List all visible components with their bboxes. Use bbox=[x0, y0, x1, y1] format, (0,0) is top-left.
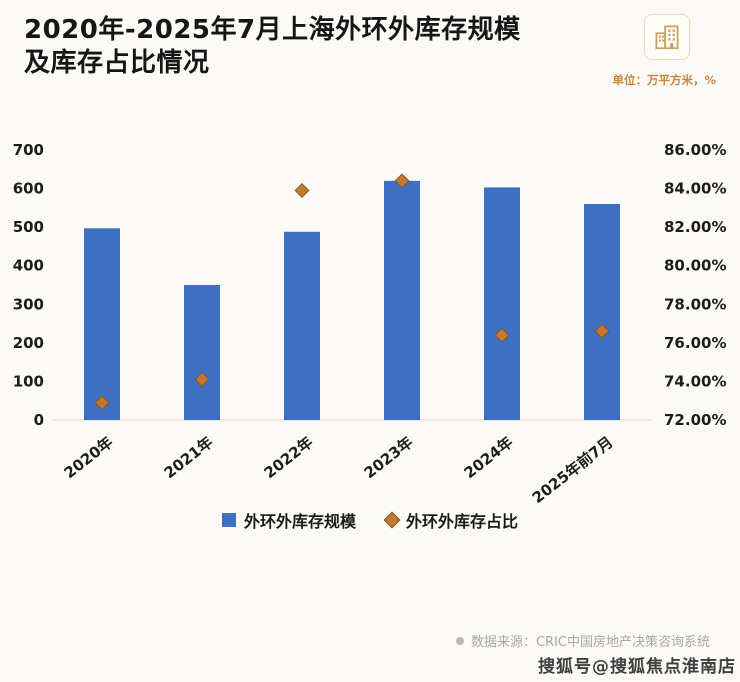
bar bbox=[584, 204, 620, 420]
ratio-marker bbox=[394, 173, 410, 189]
left-axis-tick: 300 bbox=[13, 295, 44, 313]
legend-label-inventory-ratio: 外环外库存占比 bbox=[406, 512, 519, 531]
legend-item-inventory-ratio: 外环外库存占比 bbox=[383, 508, 519, 532]
left-axis-tick: 400 bbox=[13, 257, 44, 275]
left-axis-tick: 700 bbox=[13, 141, 44, 159]
title-line-2: 及库存占比情况 bbox=[24, 47, 210, 78]
right-axis-tick: 76.00% bbox=[664, 334, 726, 352]
category-label: 2024年 bbox=[461, 433, 517, 482]
category-label: 2025年前7月 bbox=[529, 433, 617, 507]
ratio-marker bbox=[494, 327, 510, 343]
page-title: 2020年-2025年7月上海外环外库存规模 及库存占比情况 bbox=[24, 14, 521, 79]
legend-label-inventory-scale: 外环外库存规模 bbox=[243, 512, 356, 531]
bar bbox=[284, 231, 320, 420]
bar bbox=[84, 228, 120, 420]
category-label: 2021年 bbox=[161, 433, 217, 482]
data-source: 数据来源：CRIC中国房地产决策咨询系统 bbox=[455, 631, 710, 650]
building-icon bbox=[644, 14, 690, 60]
right-axis-tick: 84.00% bbox=[664, 180, 726, 198]
legend-item-inventory-scale: 外环外库存规模 bbox=[221, 508, 356, 532]
bar bbox=[384, 180, 420, 420]
ratio-marker bbox=[94, 395, 110, 411]
right-axis-tick: 74.00% bbox=[664, 372, 726, 390]
left-axis-tick: 500 bbox=[13, 218, 44, 236]
left-axis-tick: 0 bbox=[34, 411, 44, 429]
ratio-marker bbox=[294, 183, 310, 198]
unit-label: 单位：万平方米，% bbox=[612, 73, 716, 87]
legend-square-icon bbox=[221, 513, 236, 527]
left-axis-tick: 100 bbox=[13, 372, 44, 390]
header: 2020年-2025年7月上海外环外库存规模 及库存占比情况 bbox=[24, 14, 716, 88]
right-axis-tick: 78.00% bbox=[664, 295, 726, 313]
legend-diamond-icon bbox=[383, 511, 401, 529]
bar bbox=[484, 187, 520, 420]
building-icon-glyph bbox=[655, 25, 679, 50]
category-label: 2022年 bbox=[261, 433, 317, 482]
title-line-1: 2020年-2025年7月上海外环外库存规模 bbox=[24, 15, 521, 45]
watermark-text: 搜狐号@搜狐焦点淮南店 bbox=[538, 657, 736, 677]
left-axis-tick: 600 bbox=[13, 180, 44, 198]
source-text: 数据来源：CRIC中国房地产决策咨询系统 bbox=[470, 635, 710, 650]
bar bbox=[184, 285, 220, 420]
right-axis-tick: 86.00% bbox=[664, 141, 726, 159]
ratio-marker bbox=[194, 372, 210, 387]
right-axis-tick: 80.00% bbox=[664, 257, 726, 275]
right-axis-tick: 72.00% bbox=[664, 411, 726, 429]
chart-legend: 外环外库存规模 外环外库存占比 bbox=[0, 508, 740, 532]
category-label: 2023年 bbox=[361, 433, 417, 482]
category-label: 2020年 bbox=[61, 433, 117, 482]
chart-svg: 0 100 200 300 400 500 600 700 72.00% 74.00% 76.00%… bbox=[13, 141, 727, 507]
right-axis-tick: 82.00% bbox=[664, 218, 726, 236]
ratio-marker bbox=[594, 323, 610, 339]
left-axis-tick: 200 bbox=[13, 334, 44, 352]
brand-block: 单位：万平方米，% bbox=[612, 14, 716, 88]
bullet-icon bbox=[455, 636, 464, 645]
